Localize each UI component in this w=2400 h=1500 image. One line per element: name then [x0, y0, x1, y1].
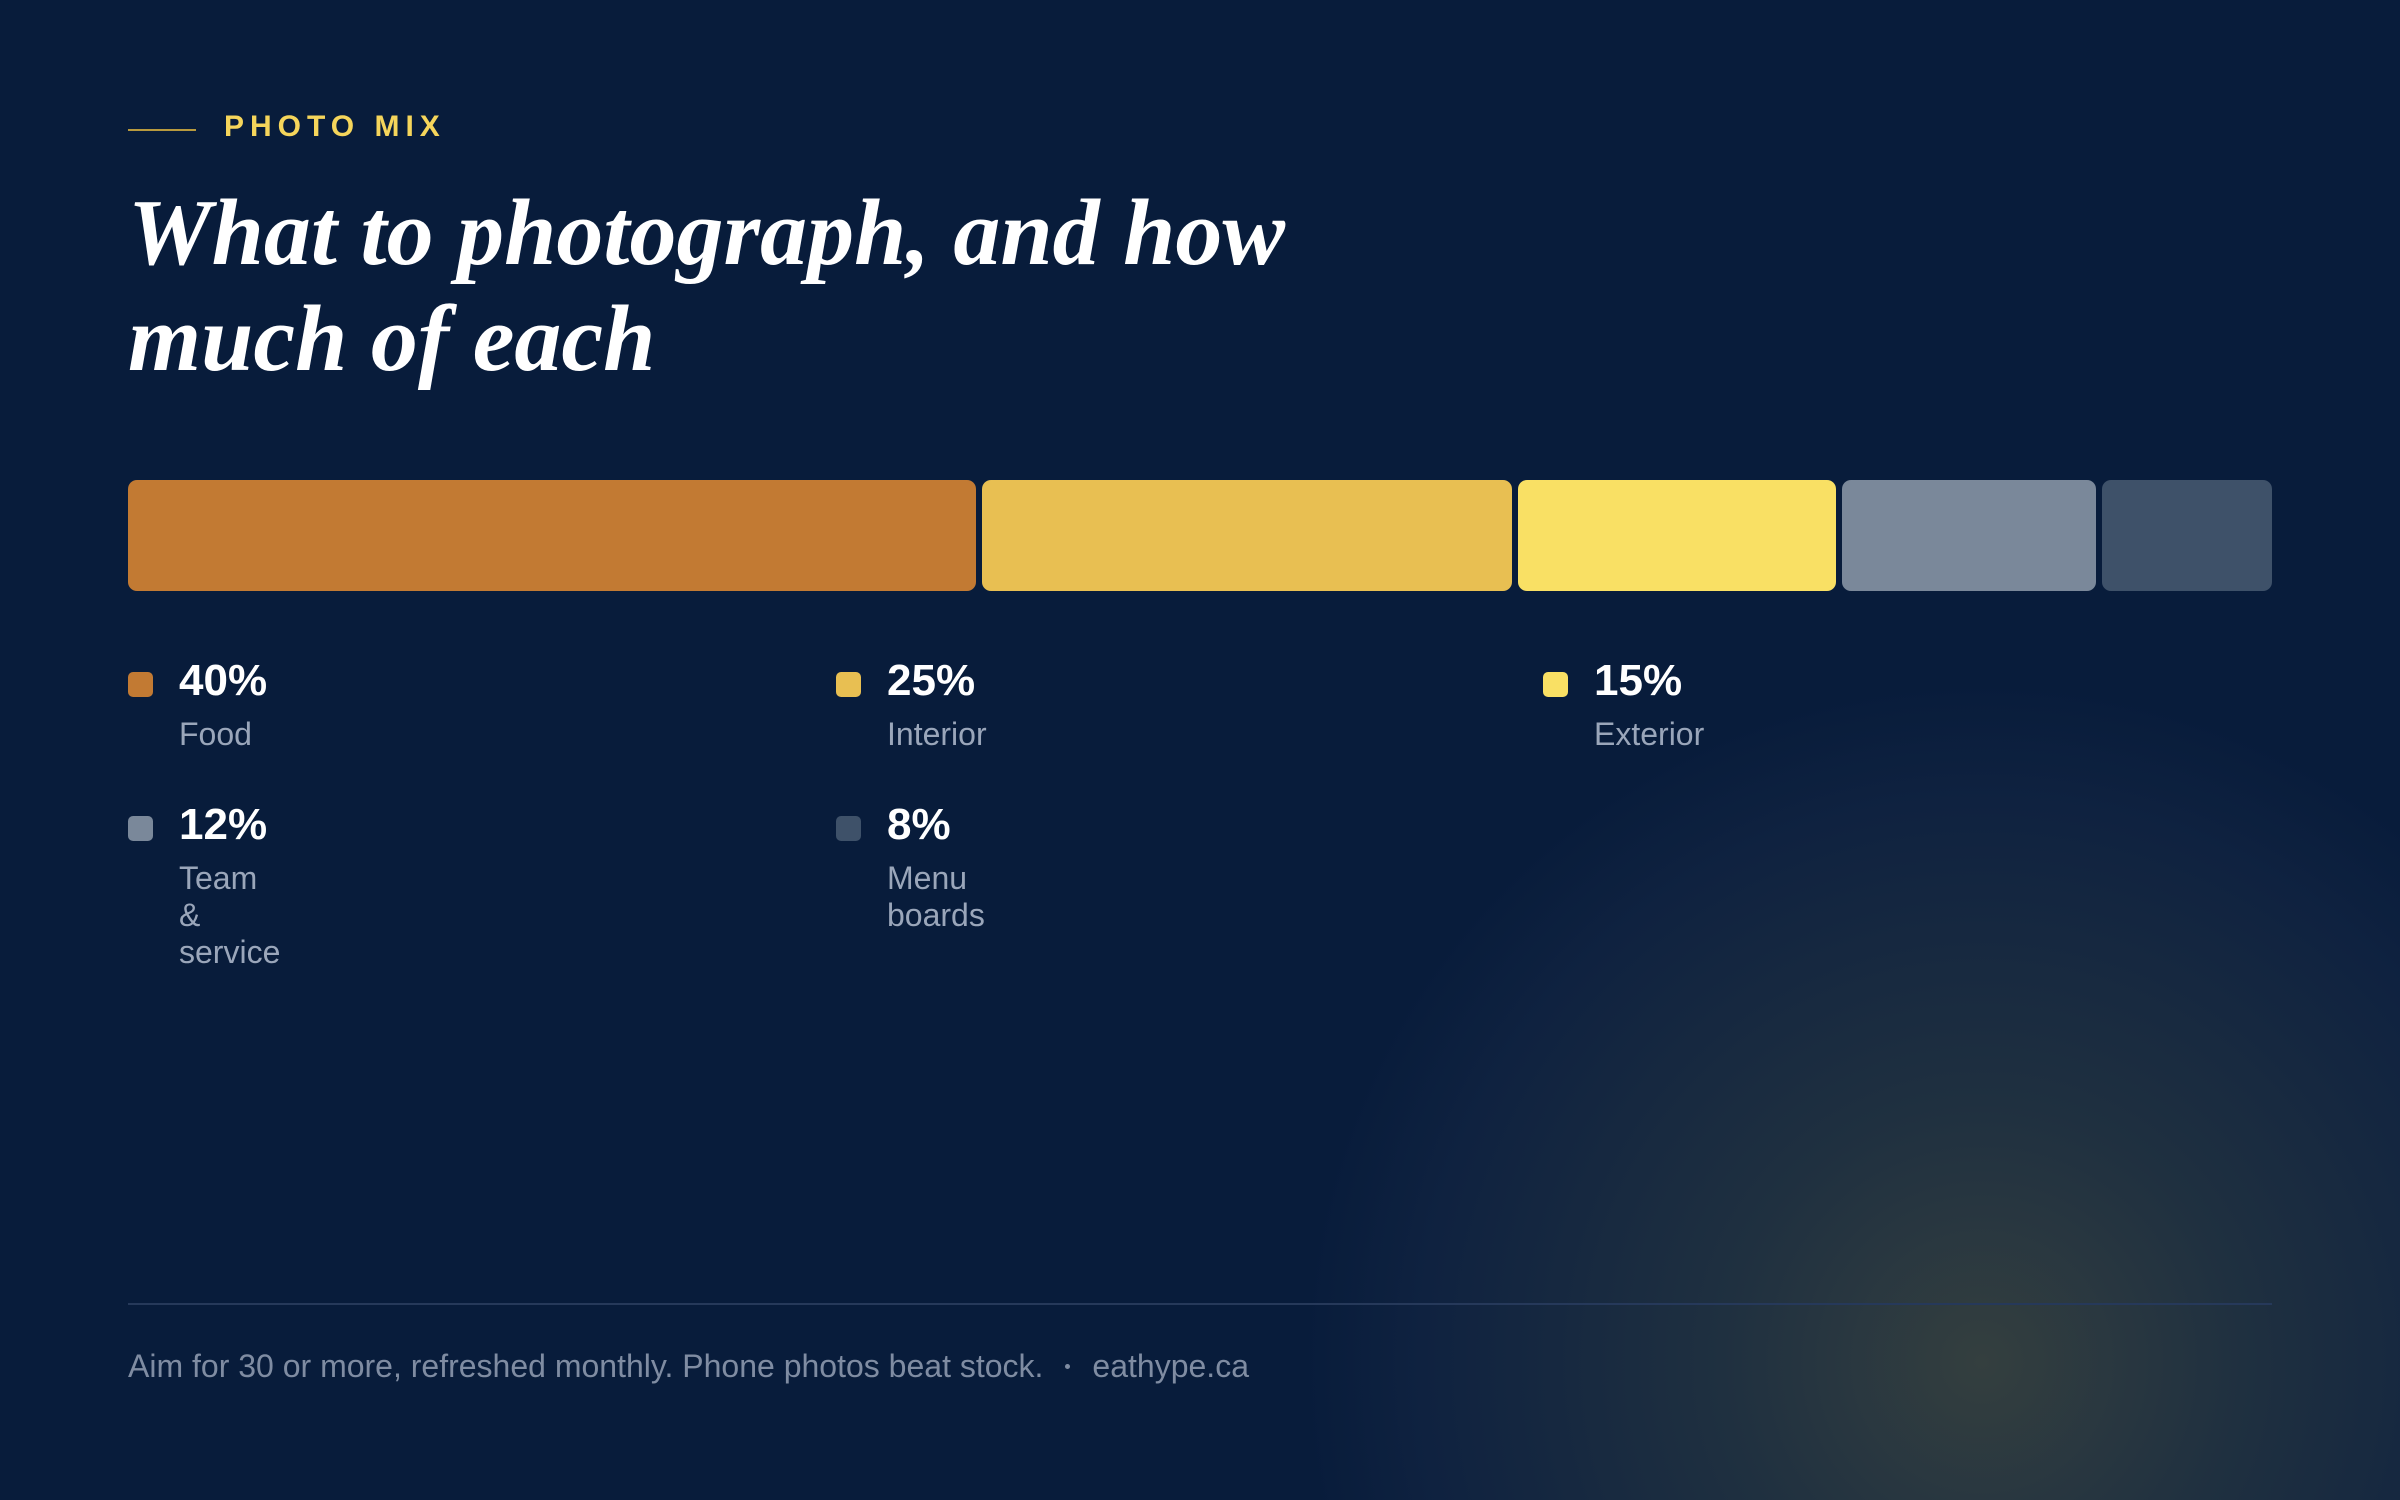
eyebrow: PHOTO MIX	[224, 110, 446, 143]
chart-title: What to photograph, and how much of each	[128, 181, 1286, 391]
bar-segment	[1518, 480, 1836, 591]
legend-value: 40%	[179, 656, 268, 705]
legend-value: 15%	[1594, 656, 1683, 705]
stacked-bar	[128, 480, 2272, 591]
legend-label: Exterior	[1594, 716, 1705, 752]
bar-segment	[1842, 480, 2097, 591]
legend-label: Menu boards	[887, 860, 985, 933]
legend-value: 12%	[179, 800, 268, 849]
footer-site: eathype.ca	[1092, 1348, 1249, 1384]
footer-rule	[128, 1303, 2272, 1305]
legend-value: 8%	[887, 800, 951, 849]
bar-segment	[128, 480, 976, 591]
separator-dot	[1065, 1364, 1071, 1369]
bar-segment	[2102, 480, 2272, 591]
legend-label: Food	[179, 716, 252, 752]
legend-value: 25%	[887, 656, 976, 705]
bar-segment	[982, 480, 1512, 591]
eyebrow-rule	[128, 129, 196, 131]
legend-swatch	[128, 816, 153, 841]
footer-note: Aim for 30 or more, refreshed monthly. P…	[128, 1348, 1044, 1384]
footer: Aim for 30 or more, refreshed monthly. P…	[128, 1348, 1249, 1385]
legend-label: Team & service	[179, 860, 281, 970]
legend-swatch	[836, 672, 861, 697]
legend-swatch	[128, 672, 153, 697]
legend-swatch	[1543, 672, 1568, 697]
legend-swatch	[836, 816, 861, 841]
legend-label: Interior	[887, 716, 987, 752]
